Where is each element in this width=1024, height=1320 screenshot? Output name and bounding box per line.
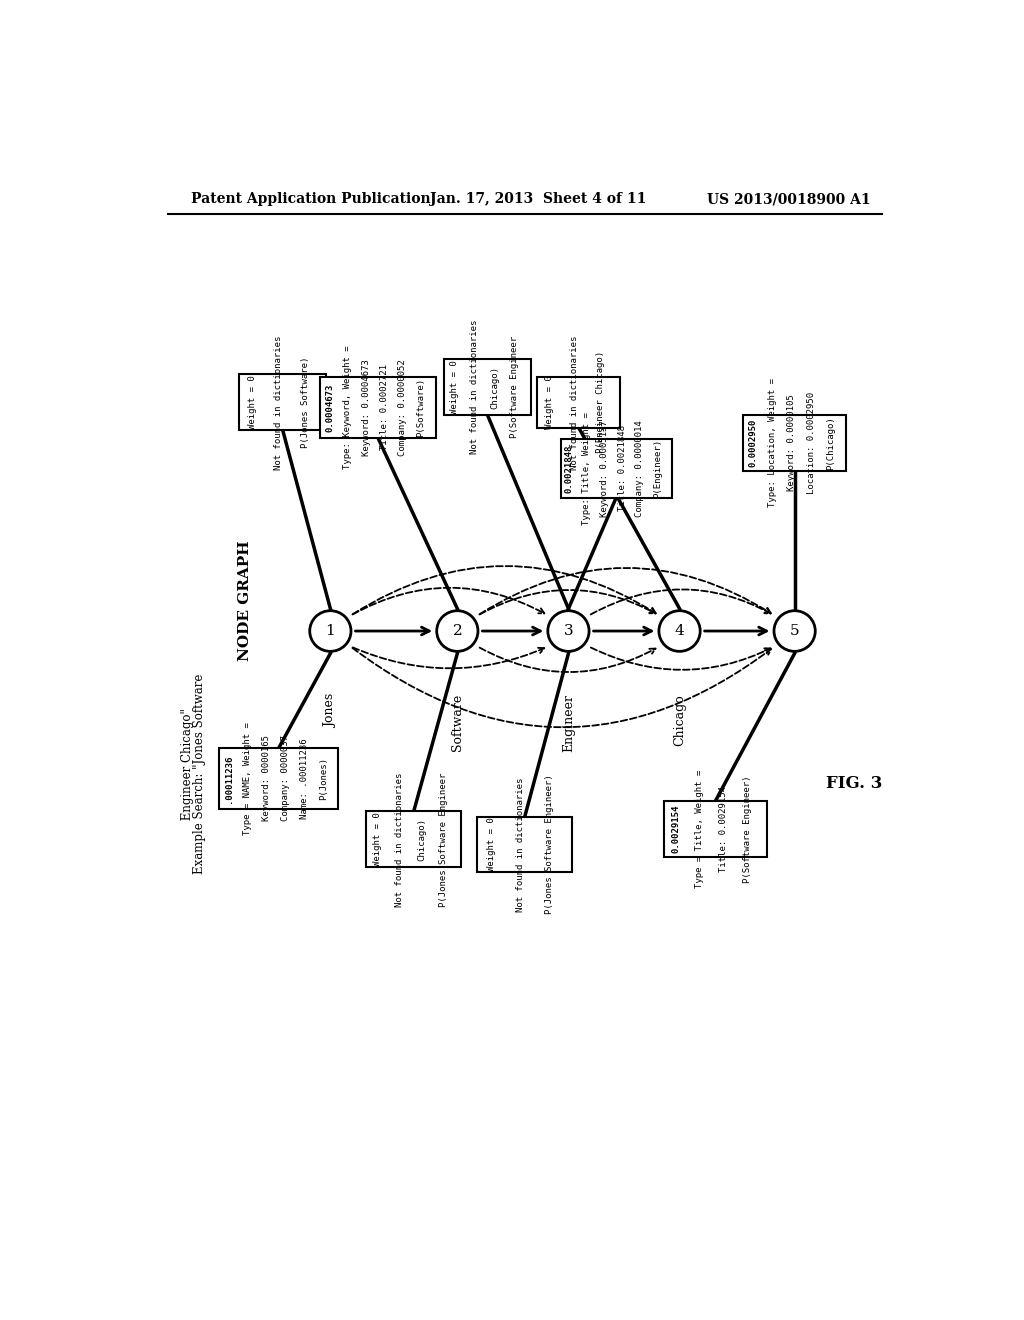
Text: P(Software Engineer): P(Software Engineer) (743, 775, 753, 883)
Text: Jan. 17, 2013  Sheet 4 of 11: Jan. 17, 2013 Sheet 4 of 11 (430, 191, 646, 206)
Text: US 2013/0018900 A1: US 2013/0018900 A1 (708, 191, 871, 206)
Text: Not found in dictionaries: Not found in dictionaries (470, 319, 479, 454)
FancyBboxPatch shape (443, 359, 531, 414)
Text: Keyword: 0.0005137: Keyword: 0.0005137 (600, 420, 609, 516)
Text: Company: 0000037: Company: 0000037 (281, 735, 290, 821)
Text: Engineer Chicago": Engineer Chicago" (181, 708, 194, 838)
Text: Type: Title, Weight =: Type: Title, Weight = (583, 412, 592, 525)
Text: Weight = 0: Weight = 0 (450, 360, 459, 414)
Text: P(Engineer Chicago): P(Engineer Chicago) (596, 351, 605, 453)
Text: 0.0021848: 0.0021848 (565, 445, 573, 492)
Text: Type = Title, Weight =: Type = Title, Weight = (695, 770, 705, 888)
Text: Chicago): Chicago) (490, 366, 499, 409)
FancyBboxPatch shape (367, 812, 461, 867)
FancyBboxPatch shape (240, 375, 327, 430)
Text: Weight = 0: Weight = 0 (248, 375, 257, 429)
Text: Name: .00011236: Name: .00011236 (300, 738, 309, 818)
FancyBboxPatch shape (219, 748, 338, 809)
Text: Not found in dictionaries: Not found in dictionaries (274, 335, 284, 470)
Text: Keyword: 0000165: Keyword: 0000165 (262, 735, 271, 821)
Text: Not found in dictionaries: Not found in dictionaries (395, 772, 403, 907)
Text: 3: 3 (563, 624, 573, 638)
Text: Keyword: 0.0004673: Keyword: 0.0004673 (361, 359, 371, 455)
Text: Chicago): Chicago) (417, 818, 426, 861)
Text: P(Chicago): P(Chicago) (826, 416, 836, 470)
Text: 2: 2 (453, 624, 462, 638)
Text: Jones: Jones (324, 694, 337, 729)
FancyBboxPatch shape (321, 378, 435, 438)
Text: Type = NAME, Weight =: Type = NAME, Weight = (243, 722, 252, 834)
Text: Chicago: Chicago (673, 694, 686, 746)
Text: P(Engineer): P(Engineer) (653, 438, 662, 498)
Text: P(Software): P(Software) (417, 378, 425, 437)
Ellipse shape (309, 611, 351, 651)
Text: Type: Keyword, Weight =: Type: Keyword, Weight = (343, 346, 352, 469)
Text: 1: 1 (326, 624, 335, 638)
Text: P(Jones Software): P(Jones Software) (301, 356, 309, 447)
Ellipse shape (774, 611, 815, 651)
Text: Location: 0.0002950: Location: 0.0002950 (807, 392, 816, 494)
Ellipse shape (548, 611, 589, 651)
Text: .00011236: .00011236 (224, 754, 233, 803)
Text: Company: 0.0000052: Company: 0.0000052 (398, 359, 408, 455)
FancyBboxPatch shape (743, 414, 846, 471)
Text: 5: 5 (790, 624, 800, 638)
Text: P(Jones): P(Jones) (318, 756, 328, 800)
Text: FIG. 3: FIG. 3 (826, 775, 883, 792)
Text: 0.0002950: 0.0002950 (749, 418, 758, 467)
Text: Title: 0.0029154: Title: 0.0029154 (719, 787, 728, 873)
Text: 0.0004673: 0.0004673 (325, 383, 334, 432)
Text: Engineer: Engineer (562, 694, 574, 752)
FancyBboxPatch shape (560, 440, 672, 498)
Text: Type: Location, Weight =: Type: Location, Weight = (768, 379, 777, 507)
Text: Company: 0.0000014: Company: 0.0000014 (635, 420, 644, 516)
Text: Patent Application Publication: Patent Application Publication (191, 191, 431, 206)
FancyBboxPatch shape (477, 817, 572, 873)
Text: Keyword: 0.0000105: Keyword: 0.0000105 (787, 395, 797, 491)
Text: 4: 4 (675, 624, 684, 638)
Text: Weight = 0: Weight = 0 (373, 813, 382, 866)
Text: Example Search: "Jones Software: Example Search: "Jones Software (193, 673, 206, 874)
Text: P(Jones Software Engineer): P(Jones Software Engineer) (545, 775, 554, 915)
Text: Title: 0.0002721: Title: 0.0002721 (380, 364, 389, 450)
Text: P(Jones Software Engineer: P(Jones Software Engineer (439, 772, 449, 907)
Text: Weight = 0: Weight = 0 (487, 817, 496, 871)
Ellipse shape (658, 611, 700, 651)
Text: P(Software Engineer: P(Software Engineer (510, 337, 519, 438)
Text: Title: 0.0021848: Title: 0.0021848 (617, 425, 627, 511)
Ellipse shape (436, 611, 478, 651)
Text: Weight = 0: Weight = 0 (545, 375, 554, 429)
FancyBboxPatch shape (664, 801, 767, 857)
Text: NODE GRAPH: NODE GRAPH (239, 540, 253, 661)
Text: Not found in dictionaries: Not found in dictionaries (570, 335, 580, 470)
Text: 0.0029154: 0.0029154 (671, 805, 680, 854)
Text: Software: Software (451, 694, 464, 751)
FancyBboxPatch shape (538, 378, 621, 428)
Text: Not found in dictionaries: Not found in dictionaries (516, 777, 525, 912)
